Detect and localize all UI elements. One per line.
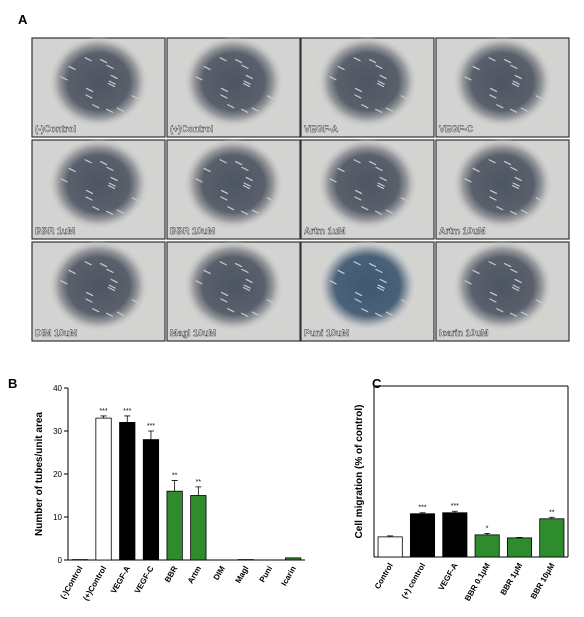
bar — [410, 514, 434, 557]
significance: *** — [147, 423, 155, 430]
y-tick-label: 0 — [58, 556, 63, 565]
significance: *** — [418, 505, 426, 512]
significance: *** — [451, 503, 459, 510]
cell-blob — [184, 242, 284, 334]
cell-blob — [453, 140, 553, 232]
image-label: Magl 10uM — [170, 328, 216, 338]
image-label: BBR 10uM — [170, 226, 215, 236]
significance: *** — [99, 408, 107, 415]
cell-blob — [453, 242, 553, 334]
significance: *** — [123, 408, 131, 415]
image-label: BBR 1uM — [35, 226, 75, 236]
cell-blob — [318, 140, 418, 232]
significance: ** — [196, 479, 202, 486]
bar — [378, 537, 402, 557]
cell-blob — [318, 242, 418, 334]
y-tick-label: 30 — [53, 427, 62, 436]
cell-blob — [453, 38, 553, 130]
y-tick-label: 40 — [53, 384, 62, 393]
panel-label: A — [18, 12, 28, 27]
bar — [167, 491, 182, 560]
bar — [443, 513, 467, 557]
y-axis-title: Number of tubes/unit area — [34, 412, 45, 536]
significance: ** — [549, 509, 555, 516]
significance: ** — [172, 472, 178, 479]
image-label: Artm 1uM — [304, 226, 346, 236]
bar — [96, 418, 111, 560]
image-label: Artm 10uM — [439, 226, 486, 236]
image-label: Icarin 10uM — [439, 328, 489, 338]
y-tick-label: 20 — [53, 470, 62, 479]
significance: * — [486, 525, 489, 532]
cell-blob — [318, 38, 418, 130]
cell-blob — [49, 38, 149, 130]
y-tick-label: 10 — [53, 513, 62, 522]
image-label: (-)Control — [35, 124, 76, 134]
bar — [191, 496, 206, 561]
bar — [540, 519, 564, 557]
bar — [475, 535, 499, 557]
cell-blob — [49, 140, 149, 232]
image-label: (+)Control — [170, 124, 213, 134]
image-label: DIM 10uM — [35, 328, 77, 338]
bar — [507, 538, 531, 557]
bar — [120, 422, 135, 560]
panel-label: B — [8, 376, 17, 391]
image-label: VEGF-A — [304, 124, 339, 134]
cell-blob — [184, 140, 284, 232]
cell-blob — [49, 242, 149, 334]
image-label: Puni 10uM — [304, 328, 349, 338]
image-label: VEGF-C — [439, 124, 474, 134]
y-axis-title: Cell migration (% of control) — [354, 405, 365, 539]
cell-blob — [184, 38, 284, 130]
bar — [143, 440, 158, 560]
bar — [285, 558, 300, 560]
